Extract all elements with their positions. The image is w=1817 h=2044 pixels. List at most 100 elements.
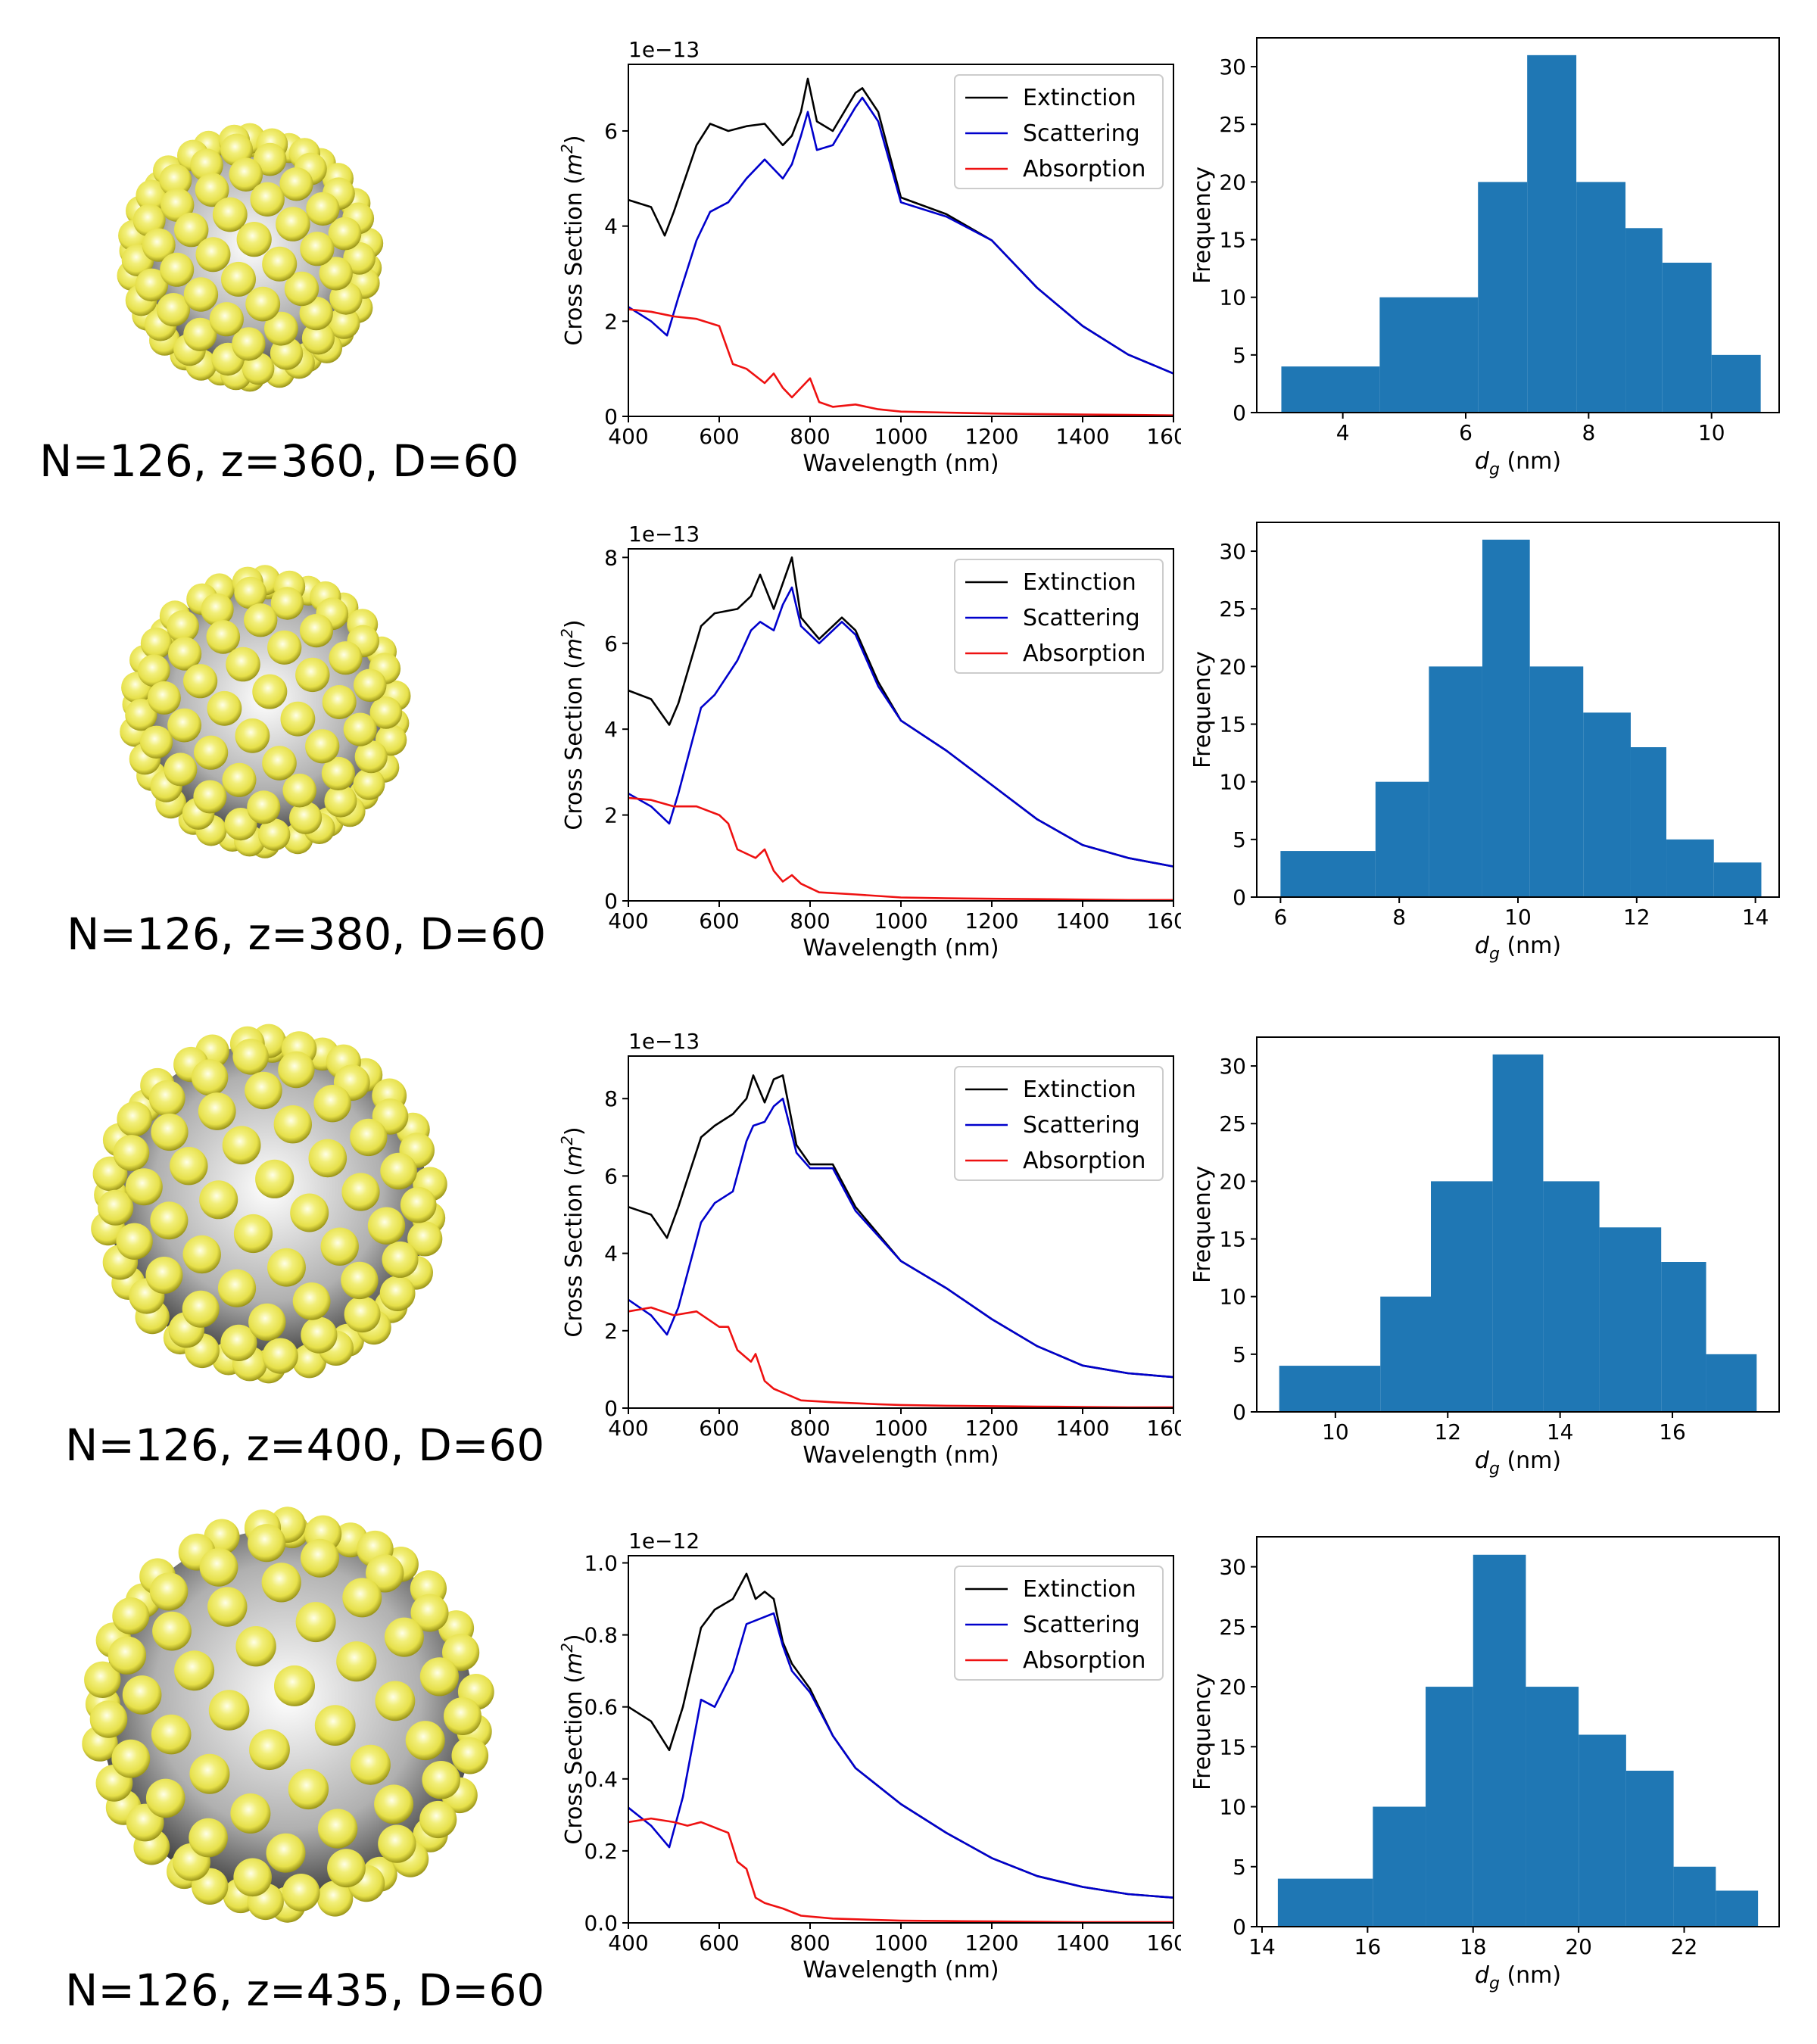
gold-nanoparticle xyxy=(374,1784,414,1824)
y-tick-label: 5 xyxy=(1233,827,1246,852)
y-tick-label: 8 xyxy=(604,1086,618,1111)
gold-nanoparticle xyxy=(224,808,257,841)
histogram-bar xyxy=(1379,297,1479,413)
nanocluster-image-1 xyxy=(117,123,384,392)
histogram-bar xyxy=(1711,354,1761,413)
y-tick-label: 2 xyxy=(604,803,618,828)
gold-nanoparticle xyxy=(174,212,209,248)
gold-nanoparticle xyxy=(142,228,176,262)
gold-nanoparticle xyxy=(136,179,168,212)
gold-nanoparticle xyxy=(284,271,319,307)
gold-nanoparticle xyxy=(193,780,227,814)
legend-label: Scattering xyxy=(1023,1612,1140,1638)
gold-nanoparticle xyxy=(156,293,191,327)
gold-nanoparticle xyxy=(353,668,387,703)
gold-nanoparticle xyxy=(201,593,234,626)
y-tick-label: 4 xyxy=(604,717,618,742)
gold-nanoparticle xyxy=(301,322,335,355)
gold-nanoparticle xyxy=(209,302,244,337)
gold-nanoparticle xyxy=(258,818,291,851)
gold-nanoparticle xyxy=(327,1849,366,1888)
x-tick-label: 22 xyxy=(1671,1934,1698,1959)
gold-nanoparticle xyxy=(220,1324,257,1361)
gold-nanoparticle xyxy=(135,268,169,302)
gold-nanoparticle xyxy=(226,647,260,682)
gold-nanoparticle xyxy=(182,1235,221,1274)
x-tick-label: 1000 xyxy=(874,1416,927,1441)
gold-nanoparticle xyxy=(221,261,256,297)
legend-label: Extinction xyxy=(1023,569,1136,596)
y-tick-label: 0 xyxy=(604,404,618,429)
gold-nanoparticle xyxy=(278,1051,315,1089)
x-tick-label: 800 xyxy=(790,908,830,933)
y-axis-label: Frequency xyxy=(1189,1166,1216,1283)
gold-nanoparticle xyxy=(405,1721,445,1761)
gold-nanoparticle xyxy=(145,1257,183,1294)
y-axis-label: Cross Section (m2) xyxy=(560,1634,587,1844)
gold-nanoparticle xyxy=(253,142,287,176)
y-tick-label: 10 xyxy=(1219,285,1246,310)
x-tick-label: 800 xyxy=(790,1930,830,1955)
gold-nanoparticle xyxy=(252,674,288,709)
gold-nanoparticle xyxy=(111,1739,151,1778)
gold-nanoparticle xyxy=(407,1221,443,1257)
gold-nanoparticle xyxy=(353,768,385,800)
x-tick-label: 600 xyxy=(699,908,739,933)
gold-nanoparticle xyxy=(199,1547,238,1587)
gold-nanoparticle xyxy=(262,746,297,781)
y-tick-label: 6 xyxy=(604,631,618,656)
histogram-bar xyxy=(1579,1734,1626,1927)
gold-nanoparticle xyxy=(267,630,302,665)
y-tick-label: 25 xyxy=(1219,112,1246,137)
gold-nanoparticle xyxy=(301,1316,338,1354)
y-tick-label: 0 xyxy=(1233,400,1246,425)
x-tick-label: 1000 xyxy=(874,424,927,449)
histogram-bar xyxy=(1429,666,1482,897)
x-axis-label: dg (nm) xyxy=(1475,448,1561,479)
gold-nanoparticle xyxy=(279,167,313,201)
x-axis-label: dg (nm) xyxy=(1475,933,1561,964)
gold-nanoparticle xyxy=(140,627,173,659)
gold-nanoparticle xyxy=(282,1874,320,1912)
x-tick-label: 1400 xyxy=(1055,1930,1109,1955)
gold-nanoparticle xyxy=(280,701,316,737)
histogram-bar xyxy=(1473,1554,1526,1927)
series-line-absorption xyxy=(628,1306,1173,1409)
plot-frame xyxy=(1256,1536,1780,1927)
histogram-bar xyxy=(1583,712,1631,897)
x-tick-label: 1200 xyxy=(965,1416,1018,1441)
gold-nanoparticle xyxy=(255,1159,295,1198)
gold-nanoparticle xyxy=(247,790,281,824)
x-tick-label: 1200 xyxy=(965,908,1018,933)
x-tick-label: 10 xyxy=(1698,420,1725,445)
histogram-bar xyxy=(1492,1054,1544,1412)
y-tick-label: 2 xyxy=(604,1319,618,1344)
x-axis-label: Wavelength (nm) xyxy=(803,935,999,961)
gold-nanoparticle xyxy=(235,1626,276,1667)
y-tick-label: 2 xyxy=(604,309,618,334)
gold-nanoparticle xyxy=(182,1290,220,1328)
gold-nanoparticle xyxy=(367,1207,406,1245)
gold-nanoparticle xyxy=(451,1737,489,1774)
gold-nanoparticle xyxy=(320,1227,359,1266)
legend-label: Absorption xyxy=(1023,1148,1145,1174)
x-tick-label: 1200 xyxy=(965,1930,1018,1955)
plot-frame xyxy=(1256,522,1780,898)
gold-nanoparticle xyxy=(112,1597,150,1634)
y-tick-label: 20 xyxy=(1219,1675,1246,1700)
gold-nanoparticle xyxy=(170,1147,208,1186)
gold-nanoparticle xyxy=(84,1661,121,1698)
x-tick-label: 6 xyxy=(1459,420,1473,445)
y-tick-label: 0 xyxy=(1233,1915,1246,1940)
y-axis-label: Frequency xyxy=(1189,167,1216,284)
nanocluster-image-2 xyxy=(120,565,411,858)
legend-label: Scattering xyxy=(1023,605,1140,631)
gold-nanoparticle xyxy=(295,657,330,693)
y-tick-label: 0.4 xyxy=(584,1767,618,1792)
x-tick-label: 12 xyxy=(1623,905,1650,930)
y-tick-label: 8 xyxy=(604,545,618,570)
gold-nanoparticle xyxy=(250,182,285,217)
